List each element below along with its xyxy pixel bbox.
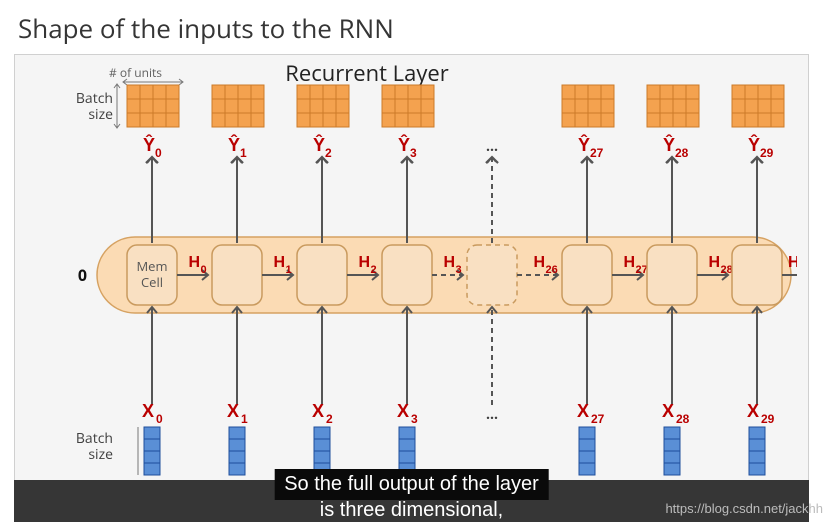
svg-text:3: 3 bbox=[410, 146, 417, 160]
svg-text:28: 28 bbox=[676, 412, 690, 426]
page-title: Shape of the inputs to the RNN bbox=[0, 0, 823, 54]
svg-text:Ŷ: Ŷ bbox=[578, 134, 590, 155]
svg-text:X: X bbox=[662, 401, 674, 421]
svg-text:27: 27 bbox=[591, 412, 605, 426]
svg-text:Ŷ: Ŷ bbox=[228, 134, 240, 155]
watermark: https://blog.csdn.net/jackhh bbox=[665, 501, 823, 516]
svg-text:H: H bbox=[624, 254, 636, 271]
svg-text:X: X bbox=[747, 401, 759, 421]
svg-text:size: size bbox=[88, 445, 113, 464]
svg-text:X: X bbox=[142, 401, 154, 421]
svg-text:...: ... bbox=[486, 137, 498, 156]
svg-text:H: H bbox=[709, 254, 721, 271]
caption-line-1: So the full output of the layer bbox=[274, 469, 549, 500]
diagram-frame: # of unitsBatchsizeRecurrent Layer0Ŷ0Mem… bbox=[14, 54, 809, 506]
svg-text:H: H bbox=[788, 254, 797, 271]
svg-text:...: ... bbox=[486, 405, 498, 424]
svg-text:# of units: # of units bbox=[109, 65, 162, 81]
caption-line-2: is three dimensional, bbox=[320, 499, 503, 522]
rnn-diagram: # of unitsBatchsizeRecurrent Layer0Ŷ0Mem… bbox=[27, 65, 797, 505]
svg-text:H: H bbox=[359, 254, 371, 271]
svg-text:Ŷ: Ŷ bbox=[143, 134, 155, 155]
svg-text:1: 1 bbox=[286, 264, 292, 276]
svg-text:Ŷ: Ŷ bbox=[398, 134, 410, 155]
svg-text:26: 26 bbox=[546, 264, 558, 276]
svg-text:29: 29 bbox=[761, 412, 775, 426]
svg-text:2: 2 bbox=[325, 146, 332, 160]
svg-text:27: 27 bbox=[636, 264, 648, 276]
svg-text:27: 27 bbox=[590, 146, 604, 160]
svg-text:28: 28 bbox=[721, 264, 733, 276]
svg-text:1: 1 bbox=[241, 412, 248, 426]
svg-text:28: 28 bbox=[675, 146, 689, 160]
svg-text:Cell: Cell bbox=[141, 273, 163, 291]
svg-text:X: X bbox=[577, 401, 589, 421]
svg-text:Ŷ: Ŷ bbox=[748, 134, 760, 155]
svg-text:0: 0 bbox=[78, 264, 87, 286]
svg-text:Ŷ: Ŷ bbox=[663, 134, 675, 155]
svg-text:2: 2 bbox=[371, 264, 377, 276]
svg-text:0: 0 bbox=[201, 264, 207, 276]
svg-text:H: H bbox=[444, 254, 456, 271]
svg-text:H: H bbox=[534, 254, 546, 271]
svg-text:29: 29 bbox=[760, 146, 774, 160]
svg-text:0: 0 bbox=[155, 146, 162, 160]
svg-text:X: X bbox=[227, 401, 239, 421]
svg-text:1: 1 bbox=[240, 146, 247, 160]
svg-text:size: size bbox=[88, 105, 113, 124]
svg-text:3: 3 bbox=[411, 412, 418, 426]
svg-text:Ŷ: Ŷ bbox=[313, 134, 325, 155]
svg-text:X: X bbox=[397, 401, 409, 421]
svg-text:X: X bbox=[312, 401, 324, 421]
svg-text:0: 0 bbox=[156, 412, 163, 426]
svg-text:H: H bbox=[274, 254, 286, 271]
svg-text:H: H bbox=[189, 254, 201, 271]
svg-text:2: 2 bbox=[326, 412, 333, 426]
svg-text:3: 3 bbox=[456, 264, 462, 276]
